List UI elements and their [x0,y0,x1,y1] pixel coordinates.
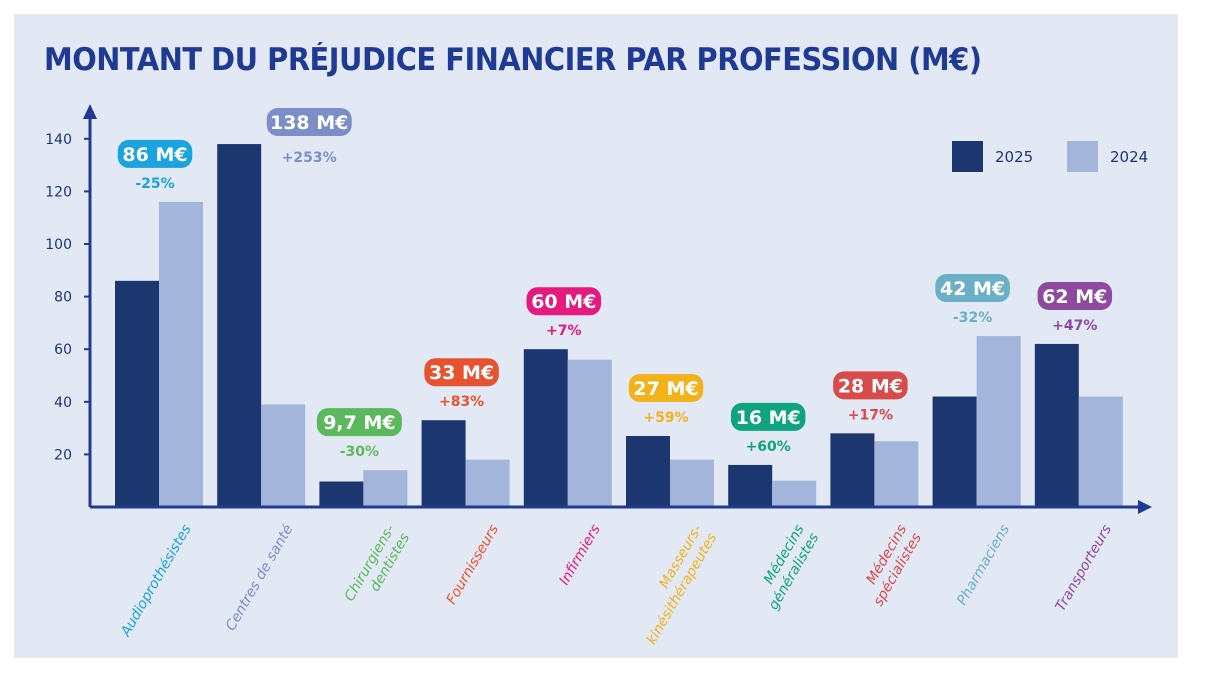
bar-2025 [421,420,466,507]
y-tick-label: 80 [54,290,72,306]
bar-2024 [874,441,919,507]
value-badge [424,358,499,387]
value-badge [266,108,352,136]
value-label: 138 M€ [270,112,348,134]
value-label: 62 M€ [1042,286,1107,308]
bar-2025 [1034,343,1079,507]
y-tick-label: 100 [45,237,72,253]
bar-2024 [159,201,203,508]
y-tick-label: 120 [45,184,72,200]
bar-2025 [728,464,773,507]
value-label: 28 M€ [838,375,903,397]
value-label: 16 M€ [736,407,801,429]
bar-2025 [626,435,670,507]
change-label: +47% [1052,318,1097,334]
bar-2024 [363,470,408,507]
change-label: -32% [953,310,992,326]
chart-panel [14,14,1178,658]
value-label: 27 M€ [633,378,698,400]
change-label: -25% [135,176,174,192]
change-label: -30% [340,444,379,460]
chart-title: MONTANT DU PRÉJUDICE FINANCIER PAR PROFE… [44,42,982,78]
bar-2024 [772,480,817,507]
bar-2025 [830,433,875,507]
bar-2025 [932,396,977,507]
value-badge [1037,281,1113,310]
bar-2024 [465,459,510,507]
bar-2025 [523,349,568,507]
value-label: 42 M€ [940,278,1005,300]
bar-2025 [115,280,159,507]
y-tick-label: 60 [54,342,72,358]
change-label: +17% [848,407,893,423]
value-badge [730,402,806,431]
value-badge [117,139,193,168]
change-label: +253% [282,150,337,166]
legend-label-2025: 2025 [995,147,1034,166]
y-tick-label: 20 [54,447,72,463]
y-tick-label: 40 [54,395,72,411]
value-badge [526,287,602,316]
bar-2024 [1078,396,1123,507]
legend-swatch-2024 [1067,141,1098,172]
legend-item-2025: 2025 [952,141,1033,172]
value-badge [316,408,402,437]
bar-2024 [261,404,306,507]
value-badge [833,371,908,400]
value-badge [628,373,704,402]
change-label: +83% [439,394,484,410]
bar-2024 [567,359,612,507]
legend-item-2024: 2024 [1067,141,1148,172]
legend-swatch-2025 [952,141,983,172]
change-label: +7% [546,323,582,339]
bar-2025 [217,144,262,507]
y-tick-label: 140 [45,132,72,148]
legend-label-2024: 2024 [1110,147,1149,166]
x-axis-arrow-icon [1138,500,1152,514]
change-label: +60% [746,439,791,455]
bar-2024 [976,336,1021,507]
bar-2025 [319,481,364,507]
value-label: 86 M€ [122,144,187,166]
value-label: 9,7 M€ [323,412,395,434]
change-label: +59% [643,410,688,426]
value-label: 60 M€ [531,291,596,313]
value-badge [935,274,1010,303]
value-label: 33 M€ [429,362,494,384]
y-axis-arrow-icon [83,104,97,119]
bar-2024 [670,459,714,507]
